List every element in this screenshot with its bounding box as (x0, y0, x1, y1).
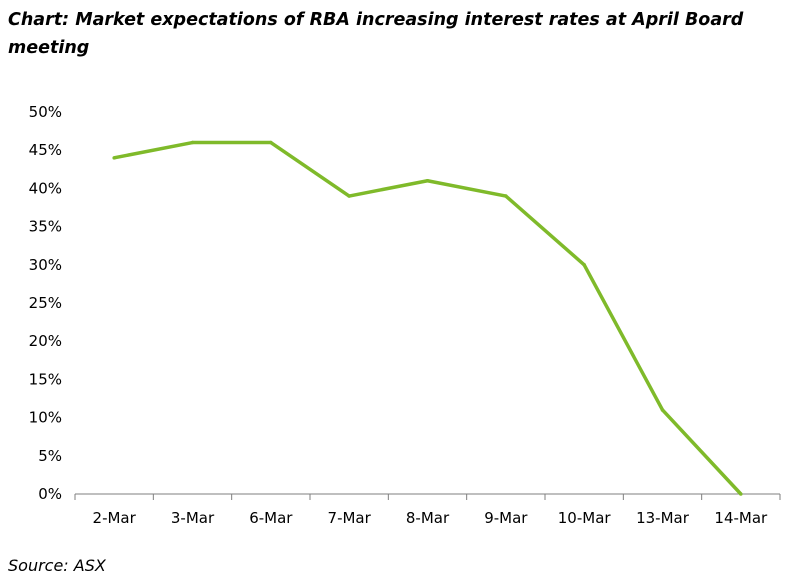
source-note: Source: ASX (8, 556, 106, 575)
x-tick-label: 2-Mar (93, 509, 137, 527)
y-tick-label: 25% (29, 294, 62, 312)
data-point (660, 408, 665, 412)
y-tick-label: 35% (29, 218, 62, 236)
data-point (739, 492, 743, 496)
series-line (113, 140, 743, 496)
chart-title: Chart: Market expectations of RBA increa… (8, 10, 744, 58)
y-tick-label: 50% (29, 103, 62, 121)
x-tick-label: 3-Mar (171, 509, 215, 527)
x-tick-label: 7-Mar (328, 509, 372, 527)
y-axis-labels: 0% 5% 10% 15% 20% 25% 30% 35% 40% 45% 50% (29, 103, 62, 503)
x-tick-label: 10-Mar (558, 509, 612, 527)
y-tick-label: 30% (29, 256, 62, 274)
y-tick-label: 10% (29, 409, 62, 427)
x-axis (74, 493, 781, 500)
x-tick-label: 13-Mar (636, 509, 690, 527)
x-axis-labels: 2-Mar 3-Mar 6-Mar 7-Mar 8-Mar 9-Mar 10-Mar 13-M… (93, 509, 769, 527)
data-point (582, 263, 586, 267)
data-point (269, 140, 273, 145)
data-point (112, 156, 116, 160)
x-tick-label: 8-Mar (406, 509, 450, 527)
series-layer (112, 140, 743, 496)
data-point (347, 194, 351, 198)
x-tick-label: 9-Mar (484, 509, 528, 527)
data-point (425, 179, 430, 183)
data-point (504, 194, 508, 198)
y-tick-label: 5% (38, 447, 62, 465)
y-tick-label: 0% (38, 485, 62, 503)
y-tick-label: 15% (29, 370, 62, 388)
y-tick-label: 40% (29, 179, 62, 197)
y-tick-label: 45% (29, 141, 62, 159)
y-tick-label: 20% (29, 332, 62, 350)
data-point (190, 140, 195, 145)
x-tick-label: 14-Mar (714, 509, 768, 527)
x-tick-label: 6-Mar (249, 509, 293, 527)
